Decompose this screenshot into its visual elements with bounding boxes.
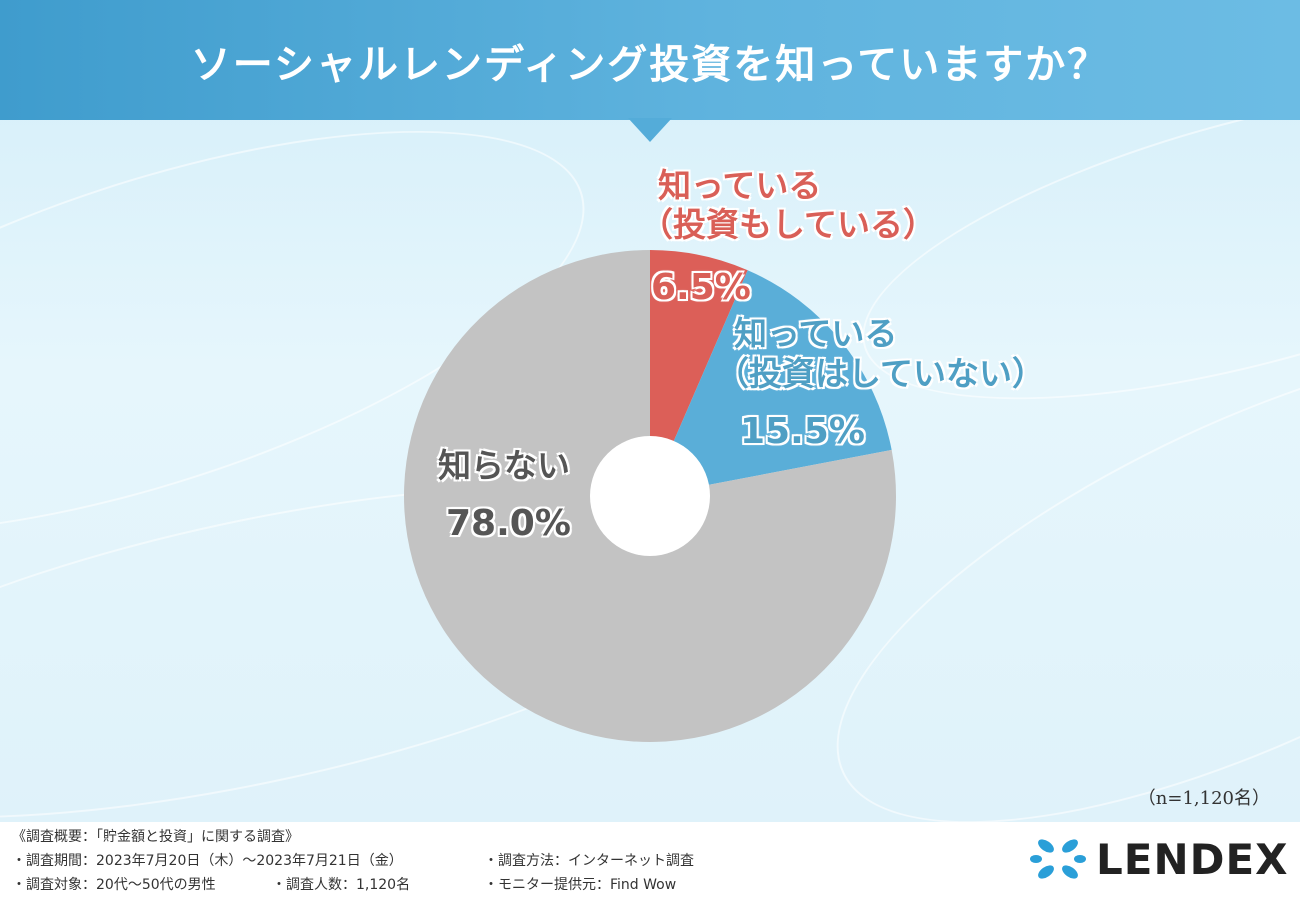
label-not-invested-pct: 15.5%: [740, 411, 865, 452]
slice-not-invested: [650, 270, 892, 496]
logo-mark-icon: [1030, 839, 1086, 879]
label-not-invested-line2: （投資はしていない）: [716, 354, 1046, 393]
survey-method: ・調査方法：インターネット調査: [484, 853, 694, 869]
title-banner: ソーシャルレンディング投資を知っていますか？: [0, 0, 1300, 120]
title-pointer: [628, 118, 672, 142]
survey-period: ・調査期間：2023年7月20日（木）〜2023年7月21日（金）: [12, 853, 403, 869]
label-invested-pct: 6.5%: [651, 267, 751, 308]
label-invested-line1: 知っている: [658, 166, 822, 205]
logo-text: LENDEX: [1096, 834, 1289, 884]
lendex-logo: LENDEX: [1030, 834, 1289, 884]
label-unknown-pct: 78.0%: [446, 503, 571, 544]
label-invested-line2: （投資もしている）: [640, 205, 937, 244]
survey-overview: 《調査概要：「貯金額と投資」に関する調査》: [12, 829, 299, 845]
survey-count: ・調査人数：1,120名: [272, 877, 411, 893]
donut-hole: [590, 436, 710, 556]
survey-provider: ・モニター提供元：Find Wow: [484, 877, 677, 893]
label-unknown-line1: 知らない: [438, 446, 570, 485]
sample-size: （n=1,120名）: [1137, 788, 1270, 809]
label-not-invested-line1: 知っている: [734, 314, 898, 353]
survey-target: ・調査対象：20代〜50代の男性: [12, 877, 216, 893]
pie-chart: [403, 250, 896, 743]
slice-invested: [650, 250, 748, 496]
chart-title: ソーシャルレンディング投資を知っていますか？: [190, 42, 1110, 88]
